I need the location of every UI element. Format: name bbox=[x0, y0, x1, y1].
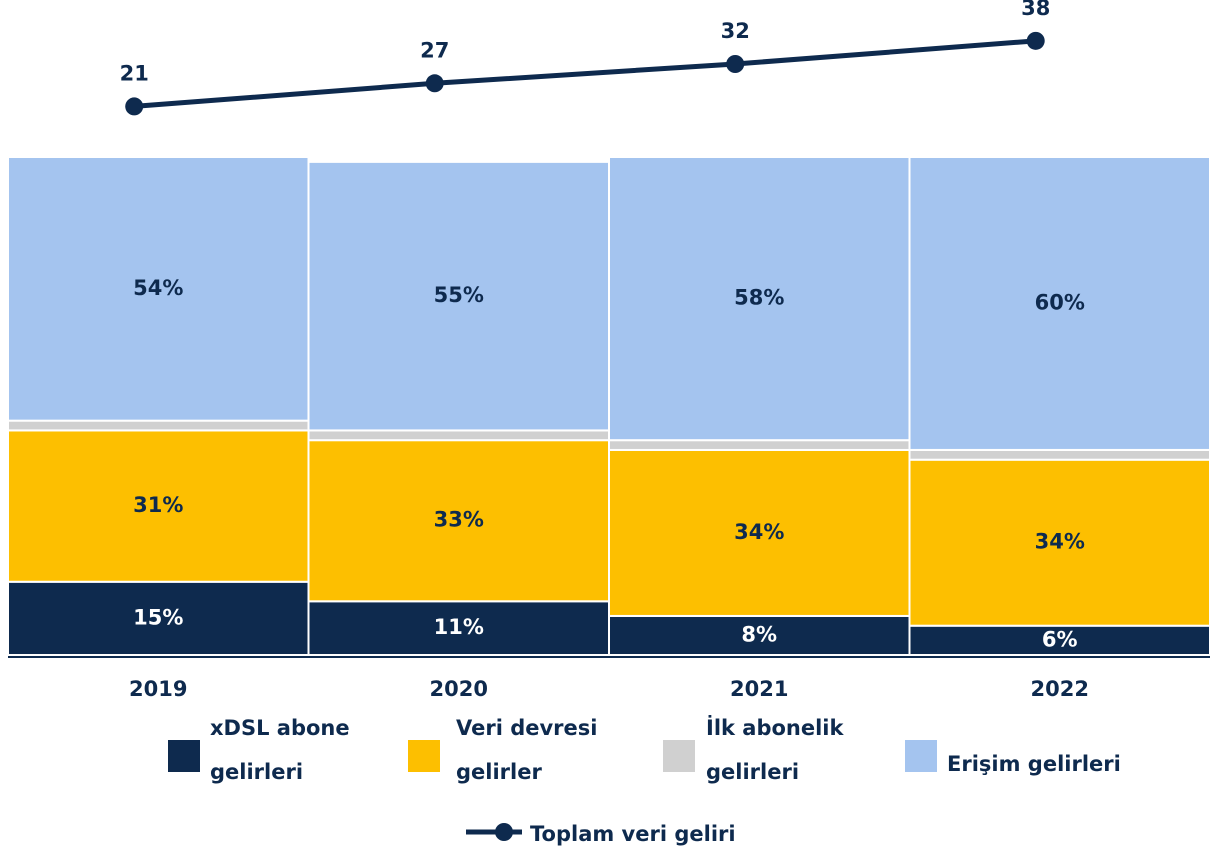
data-label: 58% bbox=[734, 286, 784, 310]
legend-line bbox=[466, 822, 522, 842]
legend-swatch bbox=[905, 740, 937, 772]
bar-segment bbox=[908, 458, 1211, 627]
legend-label: İlk abonelik gelirleri bbox=[706, 716, 844, 784]
legend-label: xDSL abone gelirleri bbox=[210, 716, 350, 784]
bar-segment bbox=[7, 580, 310, 656]
data-label: 38 bbox=[1021, 0, 1050, 20]
bar-segment bbox=[7, 156, 310, 422]
data-label: 32 bbox=[721, 19, 750, 43]
data-label: 15% bbox=[133, 605, 183, 629]
data-label: 55% bbox=[434, 283, 484, 307]
line-point bbox=[425, 74, 444, 93]
bar-segment bbox=[608, 439, 911, 451]
bar-segment bbox=[7, 419, 310, 432]
bar-segment bbox=[307, 160, 610, 432]
bar-segment bbox=[608, 156, 911, 442]
legend-label: Veri devresi gelirler bbox=[456, 716, 598, 784]
line bbox=[134, 38, 1036, 109]
data-label: 21 bbox=[120, 61, 149, 85]
line-point bbox=[125, 97, 144, 116]
legend-label: Toplam veri geliri bbox=[530, 822, 736, 846]
data-label: 8% bbox=[741, 622, 777, 646]
data-label: 54% bbox=[133, 276, 183, 300]
legend-swatch bbox=[663, 740, 695, 772]
data-label: 60% bbox=[1035, 290, 1085, 314]
bar-segment bbox=[908, 448, 1211, 461]
legend-label: Erişim gelirleri bbox=[947, 752, 1121, 776]
line-point bbox=[1026, 31, 1045, 50]
data-label: 34% bbox=[1035, 530, 1085, 554]
x-tick-label: 2021 bbox=[730, 677, 788, 701]
data-label: 27 bbox=[420, 38, 449, 62]
bar-segment bbox=[608, 448, 911, 617]
legend-swatch bbox=[408, 740, 440, 772]
data-label: 11% bbox=[434, 615, 484, 639]
bar-segment bbox=[908, 624, 1211, 656]
data-label: 34% bbox=[734, 520, 784, 544]
x-tick-label: 2022 bbox=[1031, 677, 1089, 701]
x-tick-label: 2020 bbox=[430, 677, 488, 701]
legend-swatch bbox=[168, 740, 200, 772]
x-tick-label: 2019 bbox=[129, 677, 187, 701]
bar-segment bbox=[608, 614, 911, 656]
bar-segment bbox=[908, 156, 1211, 451]
data-label: 6% bbox=[1042, 627, 1078, 651]
data-label: 33% bbox=[434, 508, 484, 532]
line-point bbox=[726, 55, 745, 73]
data-label: 31% bbox=[133, 493, 183, 517]
bar-segment bbox=[307, 429, 610, 442]
